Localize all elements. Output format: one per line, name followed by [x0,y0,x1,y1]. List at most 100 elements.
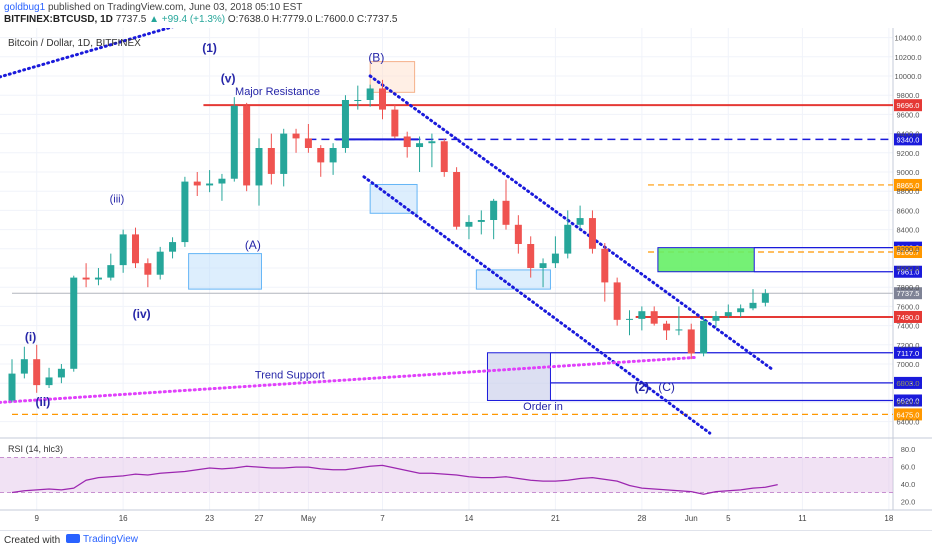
candles [8,79,769,403]
candle-up [218,178,226,184]
price-axis[interactable]: 9696.09340.08865.08212.08166.77961.07737… [894,34,922,427]
price-tick-label: 8800.0 [897,187,920,196]
candle-up [477,220,485,222]
level-tag-label: 7961.0 [897,268,920,277]
symbol-label: BITFINEX:BTCUSD, 1D [4,14,113,25]
author-link[interactable]: goldbug1 [4,2,46,13]
wave-label: (i) [25,330,36,344]
date-tick-label: 18 [884,514,893,523]
price-tick-label: 6600.0 [897,398,920,407]
rsi-tick-label: 80.0 [901,445,916,454]
candle-up [749,302,757,309]
candle-up [564,224,572,254]
tradingview-logo[interactable]: TradingView [66,534,138,545]
created-with-label: Created with [4,535,61,546]
drawing-boxes [188,61,755,401]
candle-down [440,141,448,172]
wave-label: (iii) [110,194,125,206]
box-b-zone [369,61,416,93]
wave-label: (v) [221,72,236,86]
chart-title: Bitcoin / Dollar, 1D, BITFINEX [8,38,141,49]
candle-up [354,100,362,101]
chart-header: goldbug1 published on TradingView.com, J… [0,0,932,28]
price-chart[interactable]: (1) (B) (v)Major Resistance (iii) (A) (iv) (i)… [0,28,932,528]
level-tag [894,287,922,300]
date-tick-label: 27 [255,514,264,523]
target-box [657,247,755,273]
date-tick-label: May [301,514,316,523]
candle-up [280,133,288,174]
candle-up [169,242,177,252]
candle-up [230,105,238,179]
candle-up [675,329,683,331]
rsi-line [11,464,778,495]
last-price: 7737.5 [115,14,147,25]
time-axis[interactable]: 9 16 23 27 May 7 14 21 28 Jun 5 11 18 [34,514,893,523]
candle-up [156,251,164,275]
ohlc-values: O:7638.0 H:7779.0 L:7600.0 C:7737.5 [227,14,398,25]
wave-label: (ii) [36,395,51,409]
wave-label: (A) [245,238,261,252]
level-tag [894,346,922,359]
level-tag [894,245,922,258]
candle-down [663,323,671,331]
price-tick-label: 7200.0 [897,341,920,350]
price-tick-label: 10000.0 [894,72,921,81]
candle-up [428,141,436,144]
level-tag-label: 9696.0 [897,101,920,110]
date-tick-label: 7 [380,514,385,523]
candle-up [341,100,349,148]
candle-up [255,148,263,186]
candle-up [416,143,424,148]
candle-up [119,234,127,266]
candle-down [292,133,300,139]
candle-up [490,200,498,220]
candle-down [33,359,41,386]
candle-up [57,368,65,378]
level-tag [894,265,922,278]
level-tag-label: 8865.0 [897,181,920,190]
price-tick-label: 8400.0 [897,226,920,235]
candle-up [94,277,102,280]
candle-up [465,221,473,227]
date-tick-label: 14 [464,514,473,523]
order-in-box [486,352,551,401]
price-tick-label: 9400.0 [897,130,920,139]
candle-down [193,181,201,186]
price-tick-label: 8200.0 [897,245,920,254]
up-arrow-icon: ▲ [149,14,159,25]
level-tag-label: 7737.5 [897,289,920,298]
wave-label: Order in [523,401,563,413]
candle-down [613,282,621,320]
candle-down [144,263,152,275]
candle-up [737,308,745,313]
price-tick-label: 8000.0 [897,264,920,273]
wave-annotations: (1) (B) (v)Major Resistance (iii) (A) (iv) (i)… [25,41,675,413]
candle-up [20,359,28,374]
wave-label: Major Resistance [235,86,320,98]
price-tick-label: 7800.0 [897,283,920,292]
candle-up [181,181,189,243]
candle-down [267,148,275,174]
candle-down [514,224,522,244]
price-tick-label: 8600.0 [897,206,920,215]
price-tick-label: 7600.0 [897,302,920,311]
price-tick-label: 10400.0 [894,34,921,43]
date-tick-label: 21 [551,514,560,523]
candle-down [403,136,411,148]
candle-down [687,329,695,354]
candle-down [650,311,658,324]
tradingview-icon [66,534,80,543]
wave-label: (2) [635,380,650,394]
candle-up [206,183,214,186]
level-tag [894,310,922,323]
wave-label: Trend Support [255,369,325,381]
level-tag-label: 7117.0 [897,349,919,358]
price-tick-label: 9200.0 [897,149,920,158]
channel-upper [368,74,774,371]
rsi-tick-label: 60.0 [901,462,916,471]
publish-info: goldbug1 published on TradingView.com, J… [4,2,302,13]
price-tick-label: 9800.0 [897,91,920,100]
trend-support-line [0,355,699,404]
candle-down [588,218,596,249]
